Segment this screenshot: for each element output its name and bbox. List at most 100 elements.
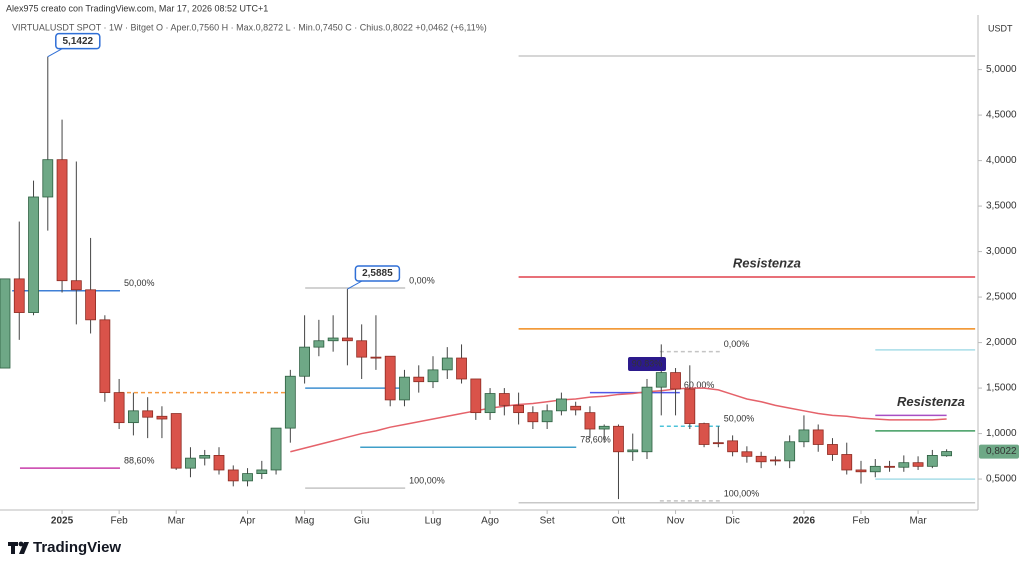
x-tick-label: Mar: [168, 516, 186, 527]
candle-body: [513, 404, 525, 414]
callout-box: [55, 32, 101, 50]
candle-body: [342, 337, 353, 342]
candle-body: [770, 459, 781, 462]
tag-box: [628, 356, 667, 371]
y-tick-label: 1,0000: [986, 428, 1017, 439]
y-tick-label: 1,5000: [986, 383, 1017, 394]
candle-body: [584, 412, 596, 430]
x-tick-label: Dic: [725, 516, 739, 527]
candle-body: [570, 405, 582, 411]
candle-body: [370, 356, 382, 359]
callout-label: 2,5885: [362, 268, 393, 279]
candle-body: [698, 423, 710, 445]
candle-body: [28, 196, 39, 313]
candle-body: [56, 159, 68, 282]
x-tick-label: Apr: [240, 516, 256, 527]
level-label: Resistenza: [733, 255, 801, 270]
candle-body: [170, 413, 182, 469]
callout-box: [354, 265, 401, 282]
x-tick-label: Nov: [667, 516, 685, 527]
candle-body: [613, 425, 624, 453]
candle-body: [456, 357, 467, 380]
candle-body: [413, 376, 425, 383]
candle-body: [684, 388, 696, 424]
candle-body: [213, 455, 225, 471]
x-tick-label: 2025: [51, 516, 74, 527]
x-tick-label: Feb: [111, 516, 129, 527]
candle-body: [598, 425, 610, 430]
candle-body: [427, 369, 439, 383]
candle-body: [441, 357, 453, 371]
x-tick-label: Ott: [612, 516, 626, 527]
level-label: 50,00%: [724, 414, 755, 424]
chart-title: VIRTUALUSDT SPOT · 1W · Bitget O · Aper.…: [12, 22, 487, 32]
level-label: 100,00%: [409, 476, 445, 486]
author-line: Alex975 creato con TradingView.com, Mar …: [6, 3, 268, 13]
candle-body: [727, 440, 739, 453]
candle-body: [242, 473, 253, 482]
candle-body: [541, 410, 553, 423]
x-tick-label: Set: [540, 516, 555, 527]
level-label: 0,00%: [724, 339, 750, 349]
candle-body: [256, 469, 268, 475]
y-tick-label: 5,0000: [986, 64, 1017, 75]
candle-body: [270, 427, 282, 471]
candle-body: [313, 340, 325, 348]
candle-body: [484, 393, 496, 414]
candle-body: [898, 462, 910, 468]
candle-body: [384, 355, 396, 401]
x-tick-label: Feb: [852, 516, 870, 527]
candle-body: [284, 375, 296, 429]
level-label: 88,60%: [124, 456, 155, 466]
candle-body: [869, 465, 881, 473]
candle-body: [855, 469, 867, 473]
y-tick-label: 2,5000: [986, 292, 1017, 303]
candle-body: [670, 372, 681, 390]
y-tick-label: 4,0000: [986, 155, 1017, 166]
candle-body: [655, 372, 667, 388]
y-tick-label: 3,5000: [986, 201, 1017, 212]
candle-body: [755, 455, 767, 463]
candle-body: [142, 410, 154, 418]
callout-label: 5,1422: [62, 36, 93, 47]
last-price-label: 0,8022: [986, 446, 1017, 457]
x-tick-label: 2026: [793, 516, 816, 527]
y-tick-label: 0,5000: [986, 474, 1017, 485]
candle-body: [42, 159, 54, 198]
candle-body: [113, 392, 125, 424]
candle-body: [356, 340, 368, 358]
candle-body: [641, 386, 653, 453]
candle-body: [798, 429, 810, 443]
tag-label: 90.83%: [632, 358, 663, 368]
brand-logo: [8, 541, 29, 554]
candle-body: [327, 337, 339, 342]
moving-average: [290, 387, 947, 453]
candle-body: [556, 398, 567, 412]
candle-body: [527, 412, 539, 423]
candle-body: [85, 289, 96, 321]
x-tick-label: Giu: [354, 516, 370, 527]
brand: TradingView: [33, 539, 121, 556]
x-tick-label: Mag: [295, 516, 314, 527]
level-label: Resistenza: [897, 394, 965, 409]
candle-body: [227, 469, 239, 482]
level-label: 78,60%: [580, 435, 611, 445]
candle-body: [70, 280, 82, 291]
candle-body: [0, 278, 11, 369]
candle-body: [827, 444, 838, 455]
candle-body: [399, 376, 410, 401]
candle-body: [627, 449, 639, 453]
candle-body: [884, 465, 895, 468]
last-price-box: [979, 444, 1019, 459]
candle-body: [912, 462, 924, 467]
candle-body: [199, 455, 211, 459]
x-tick-label: Lug: [425, 516, 442, 527]
candle-body: [784, 441, 796, 462]
level-label: 100,00%: [724, 488, 760, 498]
y-axis-label: USDT: [988, 23, 1013, 33]
level-label: 60,00%: [684, 380, 715, 390]
candle-body: [498, 393, 510, 406]
y-tick-label: 4,5000: [986, 110, 1017, 121]
x-tick-label: Mar: [909, 516, 927, 527]
